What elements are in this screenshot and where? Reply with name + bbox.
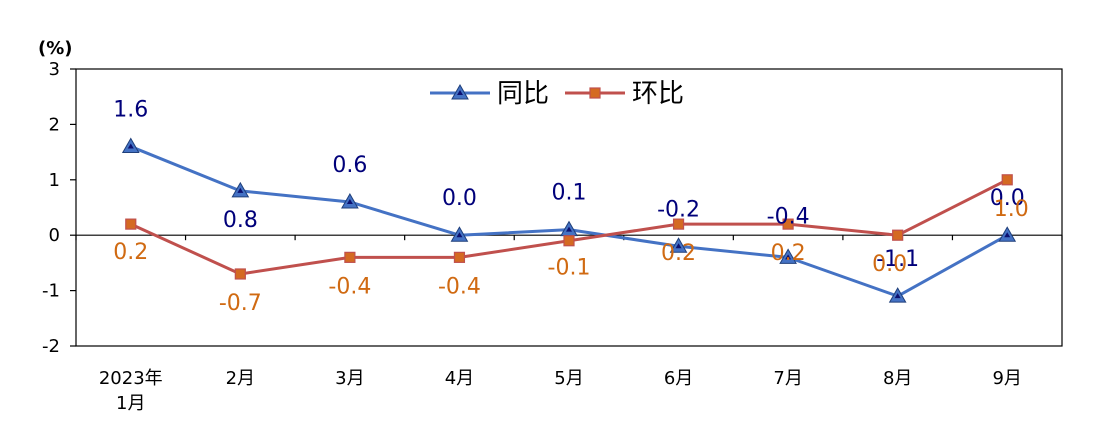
series-point-mom (672, 218, 685, 230)
x-tick-label: 5月 (554, 368, 583, 389)
series-point-mom (782, 218, 794, 230)
legend-marker-square (589, 87, 601, 99)
x-tick-label: 9月 (992, 368, 1021, 389)
y-tick-label: 1 (49, 170, 60, 191)
legend-label-mom: 环比 (632, 79, 684, 109)
data-label-yoy: -0.2 (657, 197, 700, 222)
data-label-yoy: 0.0 (442, 186, 477, 211)
series-point-core-yoy (456, 232, 463, 238)
data-label-mom: 0.2 (771, 241, 806, 266)
legend-marker-core (457, 90, 463, 95)
series-point-core-yoy (675, 243, 682, 249)
x-tick-label: 6月 (664, 368, 693, 389)
x-tick-label: 2023年 (99, 368, 163, 389)
y-tick-label: 2 (49, 114, 60, 135)
data-label-yoy: 0.0 (990, 186, 1025, 211)
series-point-mom (234, 268, 246, 280)
y-unit-label: (%) (38, 38, 73, 59)
legend-label-yoy: 同比 (497, 79, 549, 109)
x-tick-label: 2月 (226, 368, 255, 389)
data-label-yoy: 1.6 (113, 98, 148, 123)
series-point-mom (892, 229, 904, 241)
series-point-core-yoy (1004, 232, 1011, 238)
series-point-mom (1001, 174, 1013, 186)
y-tick-label: 0 (49, 225, 60, 246)
data-label-yoy: 0.1 (552, 181, 587, 206)
data-label-mom: -0.4 (438, 274, 481, 299)
data-label-yoy: 0.8 (223, 208, 258, 233)
series-point-core-yoy (127, 143, 134, 149)
data-label-mom: 0.2 (661, 241, 696, 266)
data-label-mom: -0.4 (328, 274, 371, 299)
x-tick-label: 7月 (773, 368, 802, 389)
y-tick-label: -2 (42, 336, 60, 357)
data-label-mom: 0.2 (113, 240, 148, 265)
data-label-mom: 0.0 (872, 252, 907, 277)
series-point-core-yoy (894, 293, 901, 299)
series-point-core-yoy (237, 187, 244, 193)
series-point-mom (344, 251, 356, 263)
series-point-core-yoy (785, 254, 792, 260)
x-tick-label: 4月 (445, 368, 474, 389)
series-point-core-yoy (346, 198, 353, 204)
data-label-mom: 1.0 (994, 197, 1029, 222)
data-label-mom: -0.1 (548, 256, 591, 281)
series-point-mom (563, 235, 575, 247)
x-tick-label: 3月 (335, 368, 364, 389)
series-point-mom (453, 251, 466, 263)
data-label-yoy: 0.6 (332, 153, 367, 178)
data-label-yoy: -0.4 (767, 204, 810, 229)
series-point-core-yoy (566, 226, 572, 232)
series-point-mom (125, 218, 137, 230)
x-tick-label: 1月 (116, 393, 145, 414)
x-tick-label: 8月 (883, 368, 912, 389)
y-tick-label: -1 (42, 281, 60, 302)
data-label-yoy: -1.1 (876, 247, 919, 272)
y-tick-label: 3 (49, 59, 60, 80)
data-label-mom: -0.7 (219, 291, 262, 316)
